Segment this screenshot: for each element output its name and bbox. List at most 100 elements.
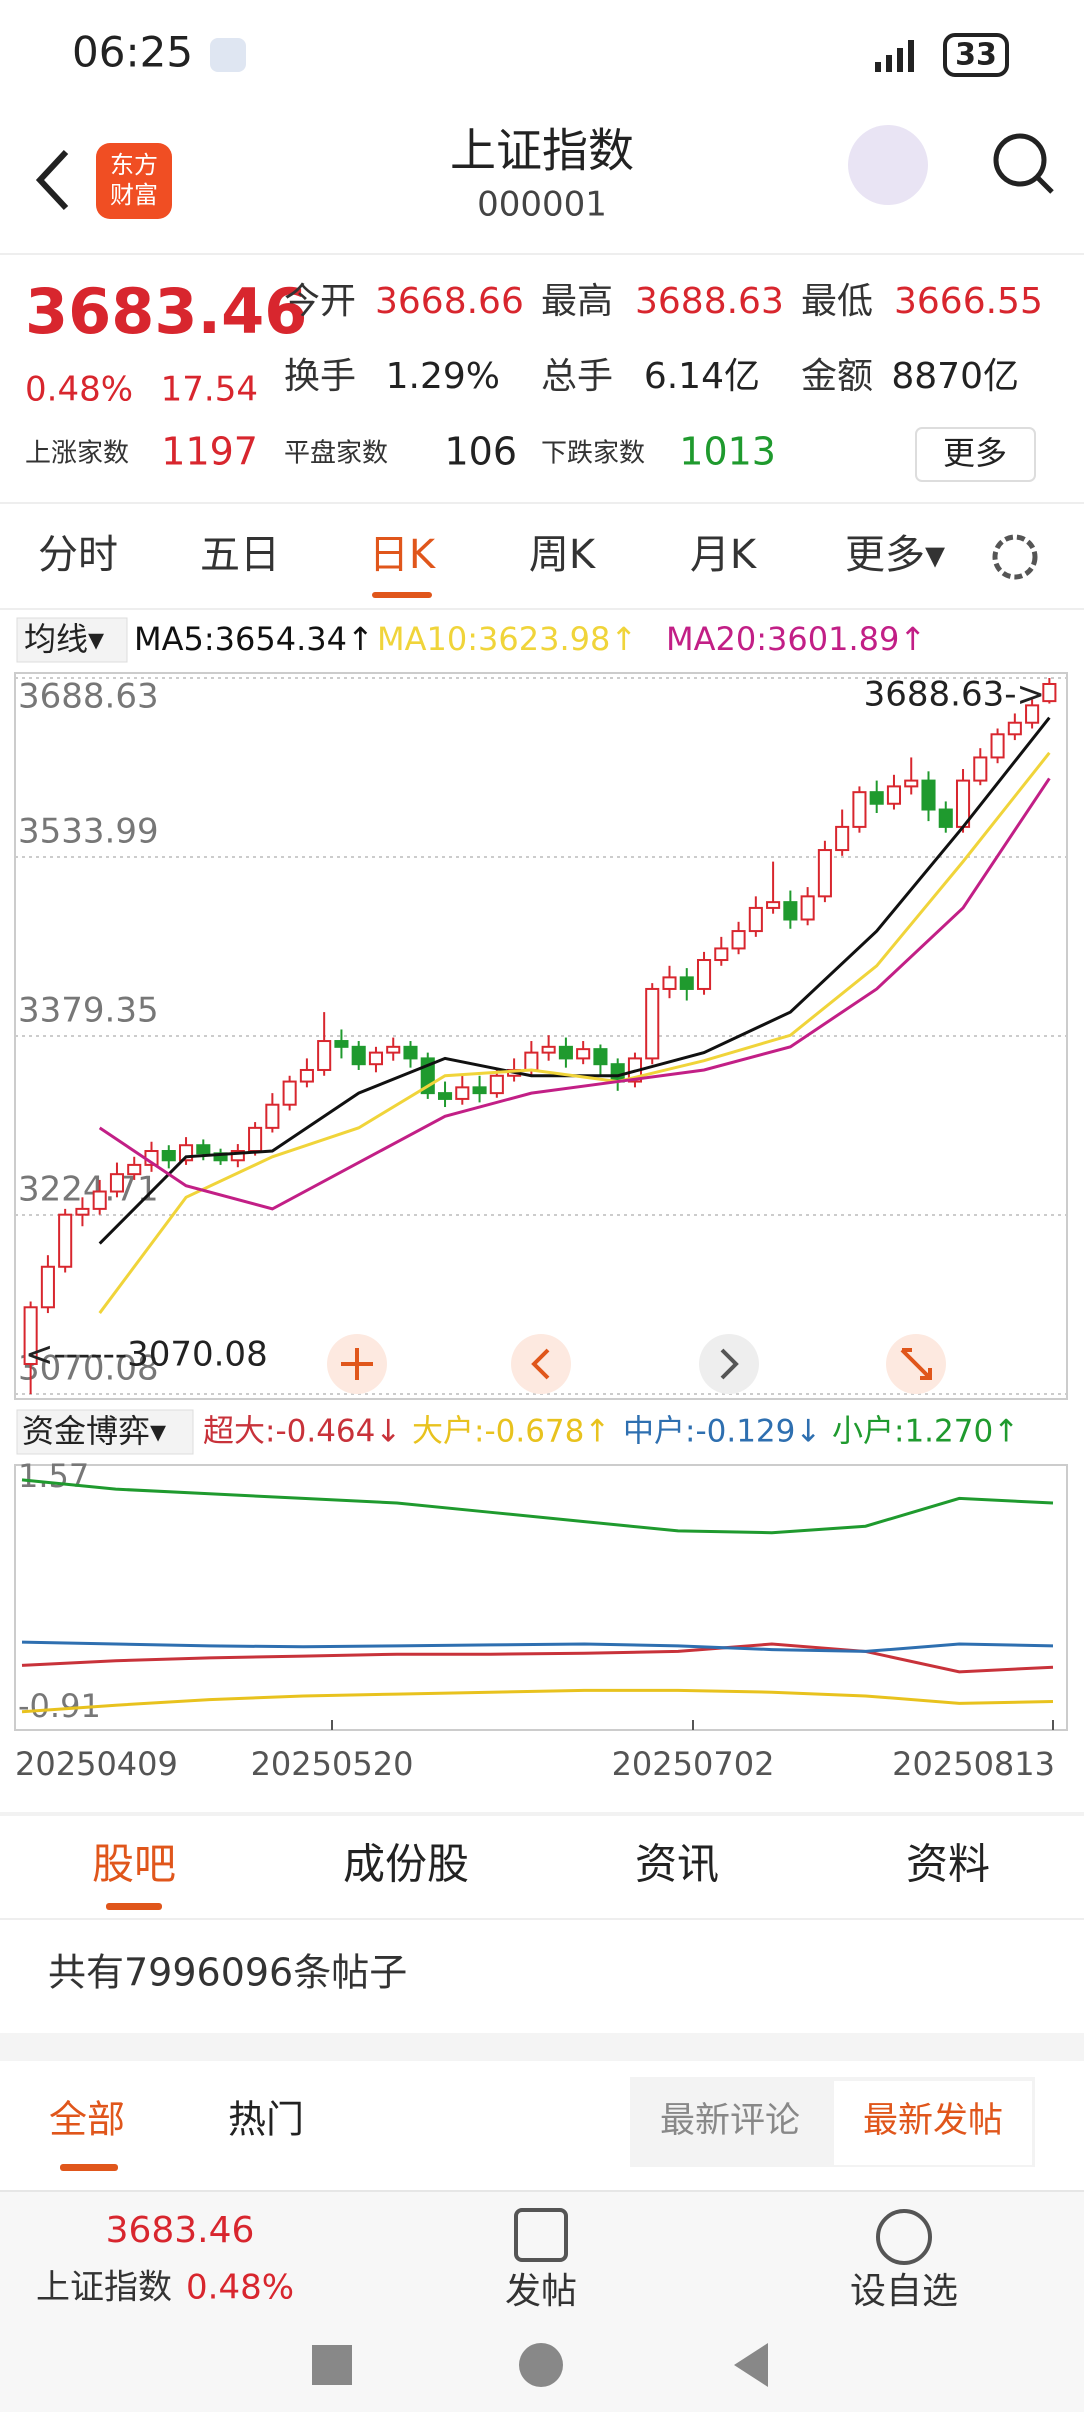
candle-body [230,1150,245,1162]
sort-option[interactable]: 最新评论 [660,2101,800,2141]
candle-body [748,906,763,933]
candle-body [921,779,936,811]
search-button[interactable] [993,133,1047,187]
candle-body [852,791,867,828]
filter-tab[interactable]: 全部 [49,2098,125,2142]
candle-body [92,1190,107,1210]
divider [0,1812,1084,1816]
period-tab[interactable]: 更多▾ [845,532,945,578]
candle-body [800,895,815,921]
period-tab[interactable]: 日K [369,532,437,578]
more-button-label[interactable]: 更多 [943,434,1007,472]
breadth-value: 106 [444,430,517,474]
period-tab[interactable]: 五日 [200,532,280,578]
nav-home[interactable] [519,2343,563,2387]
logo-text: 财富 [110,181,158,209]
settings-button[interactable] [992,534,1038,580]
sort-active [834,2081,1032,2165]
candle-body [386,1045,401,1054]
candle-body [109,1173,125,1193]
candle-body [75,1207,90,1216]
search-handle [1035,175,1054,194]
x-tick-label: 20250702 [612,1745,775,1783]
y-tick-label: 3070.08 [18,1349,159,1389]
logo-text: 东方 [110,151,158,179]
watchlist-icon[interactable] [876,2209,932,2265]
stat-label: 总手 [541,356,613,397]
candle-body [558,1045,573,1060]
stat-value: 6.14亿 [644,356,760,397]
status-time: 06:25 [72,28,193,77]
stat-label: 金额 [801,356,873,397]
post-icon[interactable] [514,2208,568,2262]
nav-recent[interactable] [312,2345,352,2385]
watchlist-action[interactable]: 设自选 [850,2271,958,2312]
bottom-name: 上证指数 [36,2268,172,2308]
fund-selector[interactable] [16,1409,194,1455]
icon [531,1348,550,1380]
candle-body [1042,682,1057,703]
section-tab[interactable]: 资料 [906,1840,990,1889]
period-tab[interactable]: 分时 [38,532,118,578]
icon [900,1348,932,1380]
change: 17.54 [161,370,258,410]
period-tab[interactable]: 周K [529,532,597,578]
candle-body [886,785,902,805]
candle-body [403,1045,418,1060]
ma-legend: MA10:3623.98↑ [377,620,637,658]
scroll-right-button[interactable] [699,1334,759,1394]
x-tick-label: 20250520 [251,1745,414,1783]
ma-legend: MA5:3654.34↑ [134,620,374,658]
post-action[interactable]: 发帖 [505,2271,577,2312]
candle-body [731,930,746,950]
candle-body [248,1126,263,1153]
fund-line [21,1688,1054,1714]
stat-label: 换手 [284,356,356,397]
scroll-left-button[interactable] [511,1334,571,1394]
change-pct: 0.48% [25,370,133,410]
section-tab[interactable]: 成份股 [343,1840,469,1889]
section-tab[interactable]: 股吧 [92,1840,176,1889]
candle-body [455,1086,470,1100]
candle-body [696,959,712,990]
ma-line [98,777,1051,1211]
candle-body [990,733,1005,759]
candle-body [817,849,832,898]
status-icon [210,38,246,72]
candle-body [973,756,988,782]
candle-body [835,825,850,852]
ma-selector[interactable] [16,617,128,663]
ma-selector-label[interactable]: 均线▾ [24,620,104,658]
breadth-label: 平盘家数 [284,439,388,469]
fund-legend: 小户:1.270↑ [832,1414,1019,1450]
x-tick-label: 20250813 [892,1745,1055,1783]
app-logo[interactable] [96,143,172,219]
back-button[interactable] [35,149,69,211]
stat-label: 今开 [284,281,356,322]
ma-line [98,751,1051,1314]
signal [875,40,914,72]
candle-body [541,1045,556,1054]
candle-body [265,1103,280,1129]
sort-option[interactable]: 最新发帖 [863,2101,1003,2141]
candle-body [938,808,953,828]
fund-selector-label[interactable]: 资金博弈▾ [22,1412,166,1450]
assistant-avatar[interactable] [848,125,928,205]
period-tab[interactable]: 月K [690,532,758,578]
more-button[interactable] [915,427,1036,482]
candle-body [679,976,694,990]
y-tick-label: 3379.35 [18,991,159,1031]
candle-body [282,1080,297,1106]
filter-tab[interactable]: 热门 [228,2098,304,2142]
divider [0,1918,1084,1920]
candle-body [40,1265,55,1309]
divider [0,502,1084,504]
battery [943,33,1009,77]
nav-back[interactable] [734,2343,768,2387]
fund-line [21,1478,1054,1535]
y-tick-label: 3688.63 [18,677,159,717]
section-tab[interactable]: 资讯 [635,1840,719,1889]
stat-value: 3666.55 [894,281,1043,322]
breadth-label: 下跌家数 [541,439,645,469]
